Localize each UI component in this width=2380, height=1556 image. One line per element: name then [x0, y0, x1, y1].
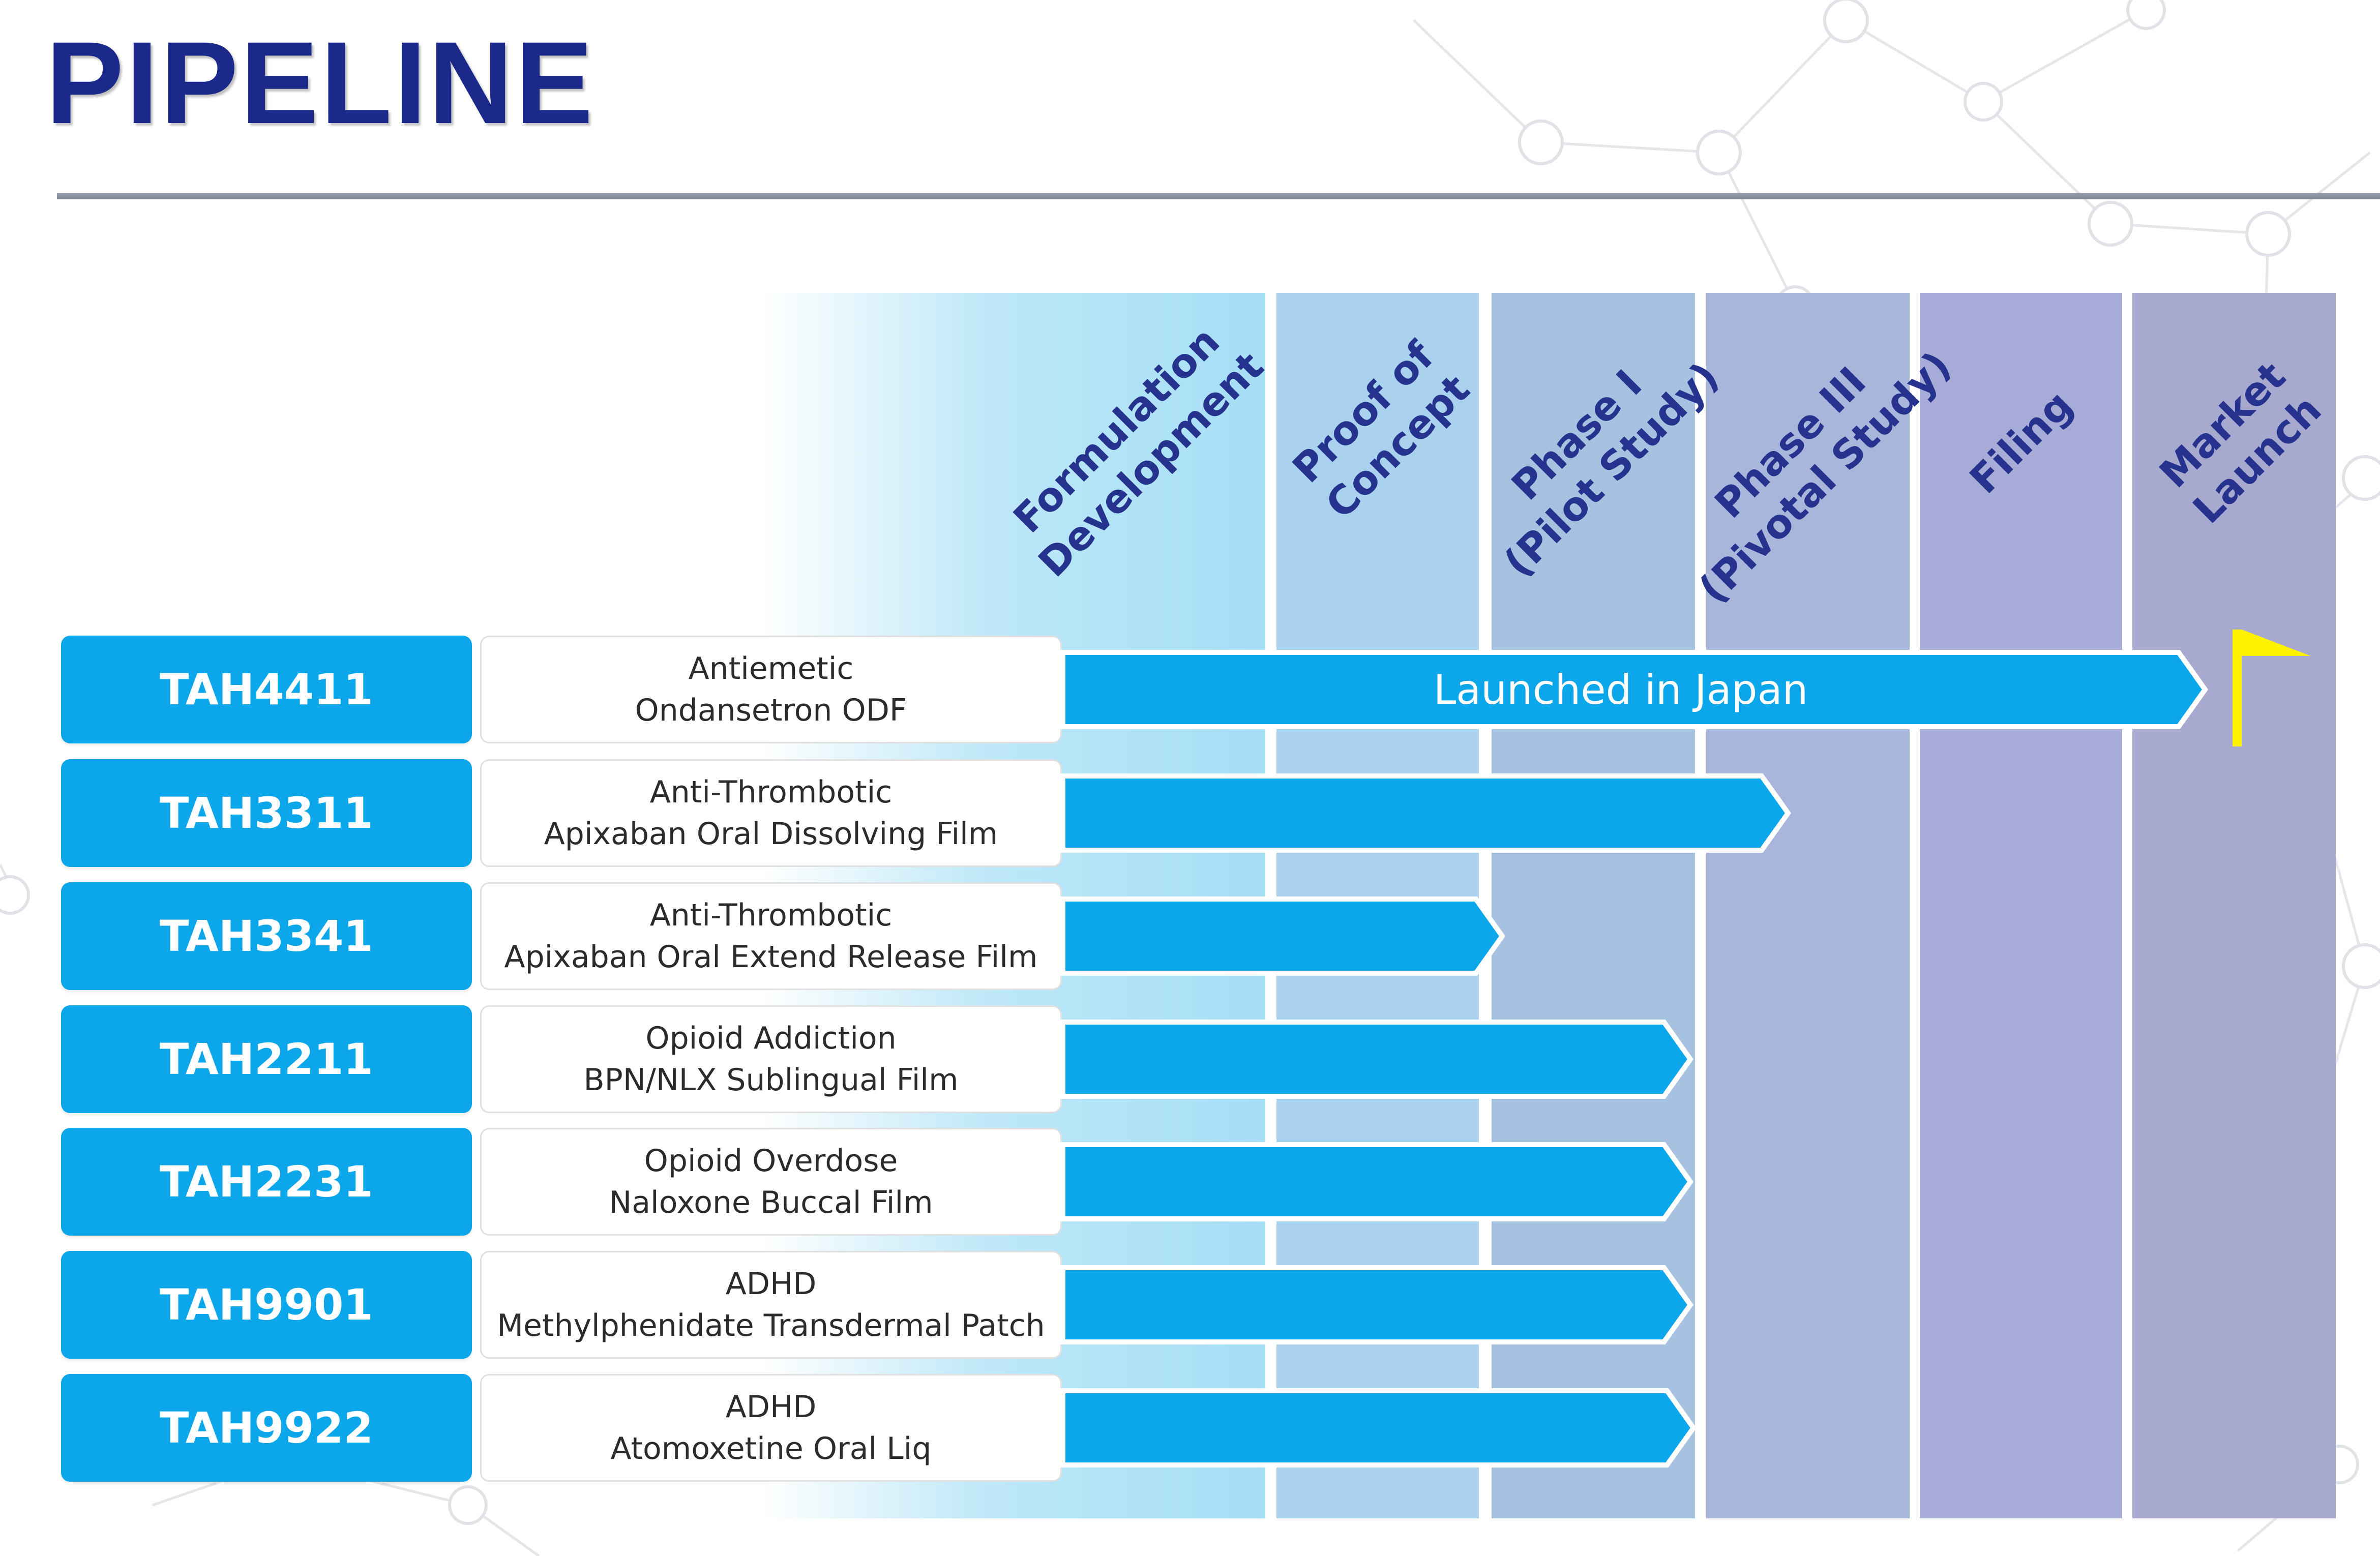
- product-description-box: Opioid Addiction BPN/NLX Sublingual Film: [480, 1005, 1062, 1113]
- indication-text: Antiemetic: [688, 651, 854, 686]
- progress-arrow: [1060, 893, 1510, 979]
- indication-text: Opioid Addiction: [645, 1021, 897, 1056]
- page-title: PIPELINE: [46, 17, 596, 148]
- product-name-text: Methylphenidate Transdermal Patch: [497, 1308, 1045, 1343]
- indication-text: Anti-Thrombotic: [649, 897, 892, 933]
- product-description-box: Opioid Overdose Naloxone Buccal Film: [480, 1128, 1062, 1236]
- title-divider: [57, 193, 2380, 199]
- product-description-box: Anti-Thrombotic Apixaban Oral Extend Rel…: [480, 882, 1062, 990]
- product-name-text: Apixaban Oral Extend Release Film: [504, 939, 1038, 975]
- product-name-text: Naloxone Buccal Film: [609, 1185, 933, 1220]
- product-code-box: TAH3341: [61, 882, 472, 990]
- indication-text: Anti-Thrombotic: [649, 774, 892, 810]
- product-description-box: ADHD Atomoxetine Oral Liq: [480, 1374, 1062, 1482]
- stage-column-market-launch: [2132, 293, 2336, 1518]
- launch-flag-icon: [2233, 630, 2311, 746]
- product-description-box: ADHD Methylphenidate Transdermal Patch: [480, 1251, 1062, 1359]
- product-name-text: Atomoxetine Oral Liq: [610, 1431, 932, 1467]
- progress-arrow: [1060, 1139, 1699, 1225]
- indication-text: ADHD: [725, 1266, 817, 1302]
- progress-arrow: [1060, 770, 1795, 856]
- stage-column-filing: [1920, 293, 2122, 1518]
- product-code-box: TAH2211: [61, 1005, 472, 1113]
- progress-arrow: [1060, 1016, 1699, 1102]
- product-description-box: Antiemetic Ondansetron ODF: [480, 636, 1062, 743]
- product-name-text: Ondansetron ODF: [635, 693, 907, 728]
- product-name-text: BPN/NLX Sublingual Film: [583, 1062, 959, 1098]
- product-code-box: TAH2231: [61, 1128, 472, 1236]
- product-code-box: TAH9901: [61, 1251, 472, 1359]
- product-name-text: Apixaban Oral Dissolving Film: [544, 816, 998, 852]
- launched-label: Launched in Japan: [1433, 666, 1808, 713]
- product-description-box: Anti-Thrombotic Apixaban Oral Dissolving…: [480, 759, 1062, 867]
- product-code-box: TAH4411: [61, 636, 472, 743]
- product-code-box: TAH9922: [61, 1374, 472, 1482]
- progress-arrow: [1060, 1262, 1699, 1348]
- progress-arrow: [1060, 1385, 1699, 1471]
- progress-arrow: Launched in Japan: [1060, 646, 2212, 733]
- indication-text: Opioid Overdose: [644, 1143, 898, 1179]
- product-code-box: TAH3311: [61, 759, 472, 867]
- indication-text: ADHD: [725, 1389, 817, 1425]
- stage-column-phase-3: [1706, 293, 1910, 1518]
